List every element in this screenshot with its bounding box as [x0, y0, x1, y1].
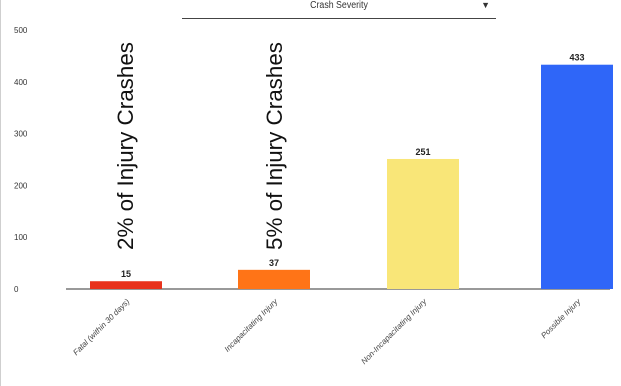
data-label: 37 [269, 258, 279, 268]
bar[interactable] [541, 64, 613, 290]
bar[interactable] [90, 281, 162, 289]
x-tick-label: Fatal (within 30 days) [71, 297, 131, 357]
data-label: 251 [415, 147, 430, 157]
y-tick-label: 100 [14, 233, 28, 242]
y-tick-label: 300 [14, 130, 28, 139]
x-tick-label: Possible Injury [539, 296, 583, 340]
bar[interactable] [387, 158, 459, 289]
dropdown-label: Crash Severity [310, 0, 368, 11]
caret-down-icon[interactable]: ▼ [481, 0, 490, 10]
y-tick-label: 500 [14, 26, 28, 35]
data-label: 15 [121, 269, 131, 279]
left-divider [0, 0, 1, 386]
data-label: 433 [569, 53, 584, 63]
y-tick-label: 400 [14, 78, 28, 87]
bar[interactable] [238, 269, 310, 289]
y-tick-label: 200 [14, 181, 28, 190]
x-tick-label: Incapacitating Injury [223, 296, 280, 353]
annotation-label: 5% of Injury Crashes [262, 42, 287, 250]
x-tick-label: Non-Incapacitating Injury [359, 296, 429, 366]
y-tick-label: 0 [14, 285, 19, 294]
crash-severity-dropdown[interactable]: Crash Severity ▼ [182, 0, 496, 19]
annotation-label: 2% of Injury Crashes [113, 42, 138, 250]
